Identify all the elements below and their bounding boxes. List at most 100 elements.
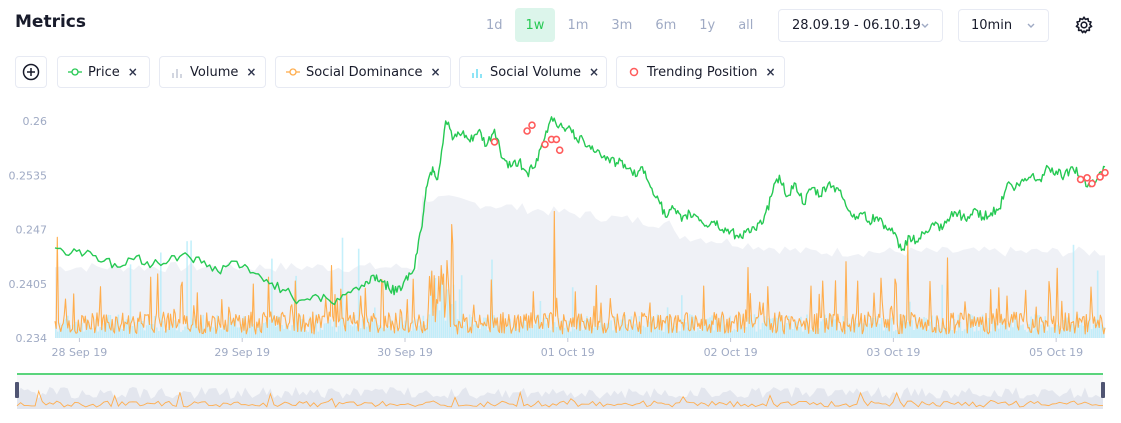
social-volume-bar bbox=[856, 323, 859, 338]
metric-chip-social-volume[interactable]: Social Volume × bbox=[459, 56, 607, 88]
social-volume-bar bbox=[357, 248, 360, 338]
x-tick-label: 29 Sep 19 bbox=[214, 346, 270, 359]
social-volume-bar bbox=[800, 316, 802, 338]
chevron-down-icon bbox=[921, 23, 929, 28]
range-1w-button[interactable]: 1w bbox=[514, 8, 556, 42]
navigator-social-dominance bbox=[16, 389, 1104, 408]
social-volume-bar bbox=[933, 327, 935, 338]
range-1m-button[interactable]: 1m bbox=[567, 17, 589, 33]
social-volume-bar bbox=[61, 325, 63, 338]
range-1d-button[interactable]: 1d bbox=[486, 17, 503, 33]
social-volume-bar bbox=[798, 327, 800, 338]
close-icon[interactable]: × bbox=[246, 65, 257, 79]
social-volume-bar bbox=[644, 327, 647, 338]
social-volume-bar bbox=[192, 318, 194, 338]
price-line bbox=[54, 116, 1106, 306]
close-icon[interactable]: × bbox=[589, 65, 600, 79]
social-volume-bar bbox=[317, 331, 320, 338]
social-volume-bar bbox=[713, 330, 715, 338]
social-volume-bar bbox=[818, 328, 820, 338]
close-icon[interactable]: × bbox=[765, 65, 776, 79]
line-icon bbox=[286, 68, 300, 76]
social-volume-bar bbox=[436, 302, 439, 338]
metric-chip-price[interactable]: Price × bbox=[57, 56, 150, 88]
social-volume-bar bbox=[220, 329, 223, 338]
trending-position-markers bbox=[490, 121, 1109, 188]
x-tick-label: 01 Oct 19 bbox=[541, 346, 595, 359]
social-volume-bar bbox=[273, 315, 275, 338]
trending-position-point bbox=[490, 138, 499, 146]
social-volume-bar bbox=[893, 331, 895, 338]
social-volume-bar bbox=[55, 322, 57, 338]
range-1y-button[interactable]: 1y bbox=[699, 17, 716, 33]
social-volume-bar bbox=[590, 325, 592, 338]
metric-chip-volume[interactable]: Volume × bbox=[159, 56, 266, 88]
social-volume-bar bbox=[188, 329, 190, 338]
social-volume-bar bbox=[333, 320, 336, 338]
bars-icon bbox=[172, 69, 182, 78]
social-volume-bar bbox=[917, 326, 919, 338]
social-volume-bar bbox=[850, 329, 853, 338]
social-volume-bar bbox=[466, 328, 469, 338]
social-volume-bar bbox=[319, 321, 322, 338]
social-volume-bar bbox=[269, 319, 271, 338]
social-volume-bar bbox=[202, 314, 204, 338]
gear-icon[interactable] bbox=[1074, 15, 1094, 35]
metric-chip-trending-position[interactable]: Trending Position × bbox=[616, 56, 785, 88]
chart-navigator[interactable] bbox=[0, 365, 1121, 415]
social-volume-bar bbox=[515, 324, 517, 338]
social-volume-bar bbox=[943, 325, 946, 338]
metric-chip-social-dominance[interactable]: Social Dominance × bbox=[275, 56, 451, 88]
social-volume-bar bbox=[620, 319, 622, 338]
navigator-left-handle[interactable] bbox=[15, 382, 19, 398]
social-volume-bar bbox=[674, 325, 677, 338]
social-volume-bar bbox=[265, 322, 267, 338]
y-tick-label: 0.247 bbox=[16, 224, 48, 237]
social-volume-bar bbox=[553, 322, 556, 338]
social-volume-bar bbox=[473, 324, 475, 338]
date-range-select[interactable]: 28.09.19 - 06.10.19 bbox=[778, 9, 943, 42]
social-volume-bar bbox=[957, 314, 960, 338]
social-volume-bar bbox=[382, 327, 384, 338]
social-volume-bar bbox=[915, 317, 917, 338]
social-volume-bar bbox=[468, 314, 471, 338]
social-volume-bar bbox=[882, 330, 885, 338]
close-icon[interactable]: × bbox=[127, 65, 138, 79]
metric-chip-label: Social Dominance bbox=[306, 64, 423, 80]
metric-chip-label: Trending Position bbox=[647, 64, 758, 80]
social-volume-bar bbox=[109, 315, 112, 338]
trending-position-point bbox=[1083, 174, 1091, 182]
social-volume-bar bbox=[652, 317, 655, 338]
social-volume-bar bbox=[1096, 270, 1099, 338]
social-volume-bar bbox=[250, 318, 253, 338]
social-volume-bar bbox=[1012, 327, 1014, 338]
add-metric-button[interactable] bbox=[15, 56, 47, 88]
social-volume-bar bbox=[531, 328, 534, 338]
range-all-button[interactable]: all bbox=[738, 17, 754, 33]
navigator-right-handle[interactable] bbox=[1101, 382, 1105, 398]
range-6m-button[interactable]: 6m bbox=[655, 17, 677, 33]
social-volume-bar bbox=[115, 319, 118, 338]
metrics-chart[interactable]: 0.26 0.2535 0.247 0.2405 0.234 28 Sep 19 29 Se… bbox=[0, 95, 1121, 365]
social-volume-bar bbox=[759, 329, 762, 338]
interval-select[interactable]: 10min bbox=[958, 9, 1049, 42]
range-3m-button[interactable]: 3m bbox=[611, 17, 633, 33]
social-volume-bar bbox=[428, 314, 431, 338]
social-volume-bar bbox=[557, 318, 560, 338]
social-volume-bar bbox=[868, 323, 871, 338]
social-volume-bar bbox=[1024, 329, 1026, 338]
social-volume-bar bbox=[424, 324, 427, 338]
social-volume-bar bbox=[777, 315, 780, 338]
social-volume-bar bbox=[71, 328, 73, 338]
close-icon[interactable]: × bbox=[430, 65, 441, 79]
social-volume-bar bbox=[107, 314, 110, 338]
social-volume-bar bbox=[230, 322, 233, 338]
social-volume-bar bbox=[757, 315, 760, 338]
social-volume-bar bbox=[147, 318, 150, 338]
trending-position-point bbox=[1101, 168, 1109, 177]
social-volume-bar bbox=[236, 327, 239, 338]
page-title: Metrics bbox=[15, 12, 86, 32]
social-volume-bar bbox=[670, 328, 673, 338]
social-volume-bar bbox=[186, 241, 188, 338]
social-volume-bar bbox=[767, 318, 770, 338]
